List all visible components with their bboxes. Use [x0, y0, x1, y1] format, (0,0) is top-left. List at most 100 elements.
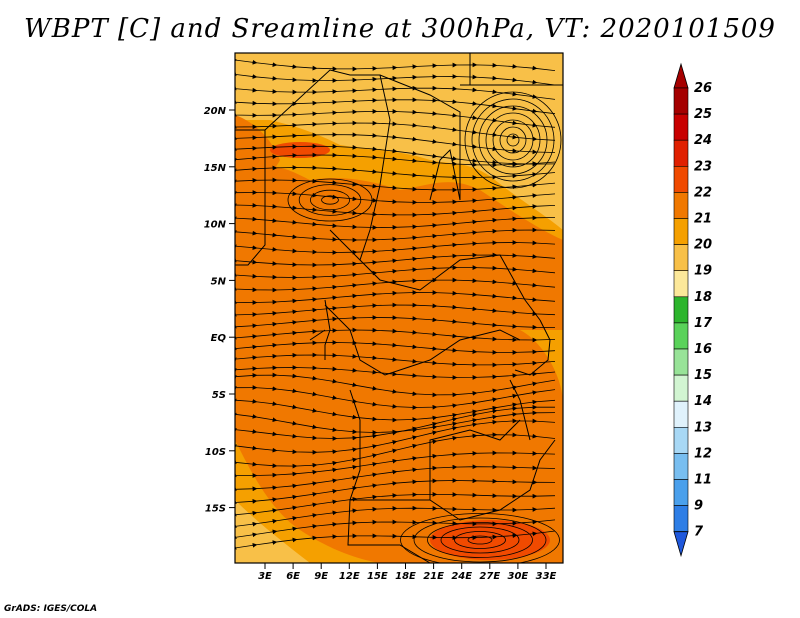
streamline-vortex	[471, 98, 555, 182]
colorbar-label: 19	[694, 264, 712, 279]
streamline-vortex	[413, 517, 547, 563]
streamline-vortex	[287, 178, 373, 222]
colorbar-label: 23	[694, 159, 712, 174]
colorbar-label: 20	[694, 238, 712, 253]
longitude-axis: 3E 6E 9E 12E 15E 18E 21E 24E 27E 30E 33E	[258, 563, 557, 582]
map-frame	[234, 52, 564, 564]
streamline	[235, 327, 556, 343]
colorbar-label: 26	[694, 81, 712, 96]
colorbar-segment	[673, 218, 689, 245]
streamline	[235, 152, 556, 168]
streamline-vortex	[467, 535, 493, 545]
streamline	[235, 340, 556, 355]
streamline-vortex	[464, 91, 562, 189]
streamline	[235, 59, 556, 72]
lat-tick-label: EQ	[211, 333, 227, 344]
streamline	[235, 190, 556, 205]
lat-tick-label: 15S	[205, 504, 226, 515]
colorbar-segment	[673, 113, 689, 141]
streamline-vortex	[499, 126, 527, 154]
colorbar-label: 11	[694, 473, 712, 488]
lon-tick-label: 3E	[258, 571, 272, 582]
streamline	[235, 227, 556, 243]
streamlines	[235, 59, 562, 563]
colorbar-segment	[673, 87, 689, 115]
colorbar-segment	[673, 348, 689, 376]
country-borders	[235, 53, 563, 563]
colorbar-segment	[673, 270, 689, 298]
streamline	[235, 277, 556, 293]
colorbar-segment	[673, 479, 689, 506]
colorbar-label: 9	[694, 499, 703, 514]
colorbar-label: 16	[694, 342, 712, 357]
colorbar-label: 21	[694, 212, 712, 227]
lon-tick-label: 33E	[536, 571, 557, 582]
streamline	[235, 352, 556, 368]
colorbar-label: 14	[694, 394, 712, 409]
streamline-vortex	[440, 526, 520, 554]
streamline	[235, 290, 556, 305]
colorbar-segment	[673, 374, 689, 402]
lat-tick-label: 15N	[204, 163, 227, 174]
streamline-vortex	[492, 119, 534, 161]
latitude-axis: 20N 15N 10N 5N EQ 5S 10S 15S	[204, 106, 235, 515]
streamline	[235, 85, 556, 100]
colorbar-segment	[673, 453, 689, 480]
lat-tick-label: 5S	[212, 390, 226, 401]
chart-title: WBPT [C] and Sreamline at 300hPa, VT: 20…	[24, 14, 776, 44]
colorbar-segment	[673, 505, 689, 533]
colorbar-segment	[673, 166, 689, 193]
colorbar: 26 25 24 23 22 21 20 19 18 17 16 15 14 13 12 11 9 7	[673, 62, 713, 558]
streamline	[235, 530, 556, 550]
lat-tick-label: 10S	[205, 447, 226, 458]
lon-tick-label: 12E	[339, 571, 360, 582]
colorbar-segment	[673, 400, 689, 428]
streamline	[235, 177, 556, 193]
streamline-vortex	[400, 513, 560, 563]
lon-tick-label: 9E	[314, 571, 328, 582]
lat-tick-label: 5N	[211, 276, 227, 287]
colorbar-label: 7	[694, 525, 704, 540]
lat-tick-label: 20N	[204, 106, 227, 117]
streamline	[235, 215, 556, 230]
lon-tick-label: 21E	[423, 571, 444, 582]
streamline	[235, 71, 556, 86]
credit-text: GrADS: IGES/COLA	[4, 604, 98, 614]
colorbar-segment	[673, 244, 689, 272]
colorbar-segment	[673, 296, 689, 324]
streamline	[235, 240, 556, 255]
colorbar-segment	[673, 322, 689, 350]
streamline-vortex	[506, 133, 520, 147]
colorbar-label: 25	[694, 107, 712, 122]
lat-tick-label: 10N	[204, 220, 227, 231]
field-21-east	[520, 330, 563, 400]
streamline-vortex	[298, 184, 362, 216]
colorbar-label: 12	[694, 446, 712, 461]
streamline	[235, 315, 556, 330]
streamline-vortex	[485, 112, 541, 168]
colorbar-segment	[673, 192, 689, 219]
streamline	[235, 97, 556, 115]
streamline-vortex	[478, 105, 548, 175]
streamline	[235, 265, 556, 280]
streamline	[235, 165, 556, 180]
lon-tick-label: 27E	[479, 571, 500, 582]
colorbar-label: 13	[694, 420, 712, 435]
colorbar-bottom-arrow	[673, 531, 689, 558]
streamline-vortex	[321, 195, 339, 205]
colorbar-label: 18	[694, 290, 712, 305]
streamline-vortex	[309, 189, 350, 211]
colorbar-label: 17	[694, 316, 713, 331]
lon-tick-label: 18E	[395, 571, 416, 582]
streamline-vortex	[427, 522, 533, 558]
lon-tick-label: 30E	[508, 571, 529, 582]
colorbar-label: 22	[694, 185, 712, 200]
colorbar-segment	[673, 139, 689, 167]
streamline-vortex	[454, 531, 506, 549]
colorbar-top-arrow	[673, 62, 689, 89]
lon-tick-label: 24E	[451, 571, 472, 582]
colorbar-label: 24	[694, 133, 712, 148]
colorbar-label: 15	[694, 368, 712, 383]
lon-tick-label: 6E	[286, 571, 300, 582]
